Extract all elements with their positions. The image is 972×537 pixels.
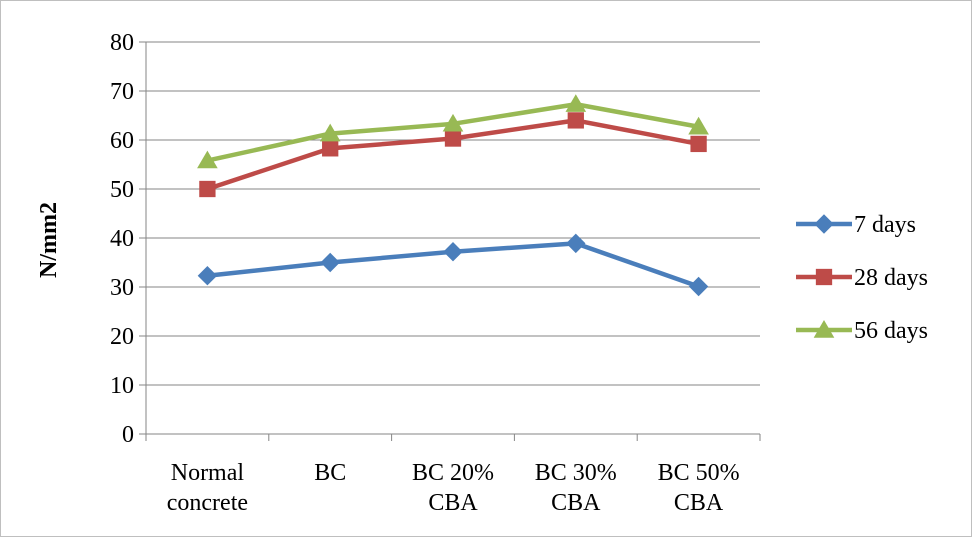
x-category-label-line: BC 50%	[658, 460, 740, 486]
data-point	[320, 252, 340, 273]
x-category-label-line: BC 30%	[535, 460, 617, 486]
y-tick-label: 80	[110, 30, 134, 56]
y-tick-labels: 0 10 20 30 40 50 60 70 80	[110, 30, 134, 448]
x-category-label-line: concrete	[167, 490, 248, 516]
y-tick-label: 20	[110, 324, 134, 350]
data-point	[566, 233, 586, 254]
series-lines	[197, 94, 709, 297]
legend-item: 28 days	[796, 265, 928, 291]
y-tick-label: 40	[110, 226, 134, 252]
legend: 7 days 28 days 56 days	[796, 212, 928, 344]
data-point	[442, 113, 464, 132]
data-point	[688, 116, 709, 135]
x-category-label: BC 20% CBA	[412, 460, 494, 516]
x-category-label-line: BC 20%	[412, 460, 494, 486]
data-point	[688, 276, 709, 297]
legend-marker	[815, 268, 833, 286]
data-point	[197, 266, 218, 286]
axes	[139, 41, 761, 441]
x-category-label: BC	[314, 460, 346, 486]
y-tick-label: 0	[122, 422, 134, 448]
legend-item: 7 days	[796, 212, 916, 238]
legend-item: 56 days	[796, 318, 928, 344]
y-tick-label: 70	[110, 79, 134, 105]
series-1	[199, 112, 707, 198]
legend-label: 7 days	[854, 212, 916, 238]
data-point	[444, 130, 462, 147]
x-category-label-line: CBA	[551, 490, 601, 516]
series-2	[197, 94, 709, 169]
x-category-label-line: CBA	[428, 490, 478, 516]
data-point	[690, 135, 707, 153]
data-point	[567, 112, 584, 129]
x-category-label: BC 50% CBA	[658, 460, 740, 516]
x-category-label-line: CBA	[674, 490, 724, 516]
x-category-label: Normal concrete	[167, 460, 248, 516]
data-point	[322, 140, 339, 157]
legend-marker	[814, 214, 834, 234]
x-category-label: BC 30% CBA	[535, 460, 617, 516]
data-point	[197, 150, 218, 169]
legend-label: 28 days	[854, 265, 928, 291]
data-point	[199, 180, 216, 198]
legend-marker	[813, 320, 835, 338]
legend-label: 56 days	[854, 318, 928, 344]
x-category-label-line: Normal	[171, 460, 245, 486]
data-point	[443, 242, 463, 262]
y-tick-label: 10	[110, 373, 134, 399]
y-tick-label: 60	[110, 128, 134, 154]
series-0	[197, 233, 709, 297]
data-point	[319, 123, 341, 142]
y-axis-title: N/mm2	[36, 202, 62, 278]
data-point	[565, 94, 587, 112]
x-category-label-line: BC	[314, 460, 346, 486]
y-tick-label: 50	[110, 177, 134, 203]
y-tick-label: 30	[110, 275, 134, 301]
